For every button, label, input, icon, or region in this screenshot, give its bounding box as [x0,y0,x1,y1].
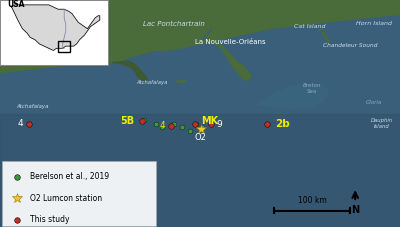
Polygon shape [176,80,186,83]
Bar [0,0,108,65]
Polygon shape [112,61,147,81]
Text: O2: O2 [195,133,207,143]
Polygon shape [325,36,327,39]
Text: Dauphin
Island: Dauphin Island [371,118,393,129]
Text: Marsh Island: Marsh Island [51,55,89,60]
Polygon shape [319,28,321,32]
Polygon shape [287,21,297,24]
Polygon shape [295,22,305,24]
Text: 4: 4 [159,121,165,131]
Text: N: N [351,205,359,215]
Text: Breton
Sea: Breton Sea [303,83,321,94]
Text: This study: This study [30,215,70,225]
Text: 2b: 2b [275,119,290,129]
Bar [2,161,156,226]
Text: USA: USA [7,0,24,9]
Text: O2 Lumcon station: O2 Lumcon station [30,194,102,203]
Polygon shape [120,51,160,69]
Polygon shape [256,84,328,109]
Text: Gloria: Gloria [366,100,382,105]
Polygon shape [199,30,212,43]
Text: Berelson et al., 2019: Berelson et al., 2019 [30,172,109,181]
Text: Lac Pontchartrain: Lac Pontchartrain [143,21,205,27]
Bar [0,114,400,227]
Text: Atchafalaya: Atchafalaya [136,80,168,85]
Polygon shape [327,39,329,43]
Text: 100 km: 100 km [298,196,326,205]
Text: La Nouvelle-Orléans: La Nouvelle-Orléans [195,39,265,45]
Text: Horn Island: Horn Island [356,21,392,26]
Polygon shape [0,0,400,73]
Text: 4: 4 [17,119,23,128]
Text: Cat Island: Cat Island [294,24,326,29]
Polygon shape [192,35,251,81]
Bar [58,41,70,52]
Text: 9: 9 [217,120,222,129]
Polygon shape [322,32,324,35]
Text: MK: MK [201,116,218,126]
Polygon shape [303,23,313,25]
Text: 5B: 5B [121,116,135,126]
Text: Chandeleur Sound: Chandeleur Sound [323,43,377,48]
Text: Atchafalaya: Atchafalaya [16,104,49,109]
Polygon shape [12,5,100,50]
